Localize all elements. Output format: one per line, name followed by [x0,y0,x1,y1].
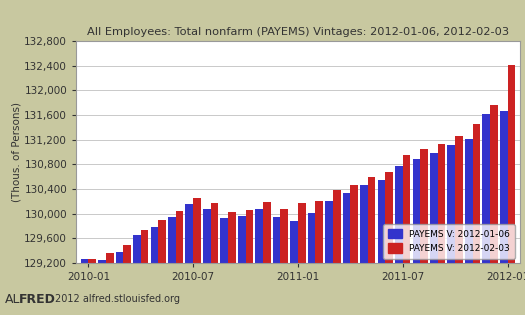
Bar [430,153,438,315]
Bar [482,114,490,315]
Bar [413,159,420,315]
Bar [500,111,508,315]
Bar [447,145,455,315]
Bar [133,235,141,315]
Bar [325,201,333,315]
Bar [185,204,193,315]
Bar [368,177,375,315]
Bar [106,253,113,315]
Bar [455,136,463,315]
Bar [211,203,218,315]
Bar [385,172,393,315]
Bar [508,65,515,315]
Bar [333,190,341,315]
Bar [298,203,306,315]
Bar [246,209,253,315]
Bar [290,221,298,315]
Bar [472,124,480,315]
Bar [420,149,428,315]
Bar [220,218,228,315]
Bar [395,166,403,315]
Bar [81,259,88,315]
Bar [308,213,316,315]
Bar [280,209,288,315]
Bar [176,211,183,315]
Bar [116,252,123,315]
Bar [98,260,106,315]
Bar [377,180,385,315]
Bar [350,185,358,315]
Bar [490,105,498,315]
Bar [228,212,236,315]
Bar [158,220,166,315]
Text: 2012 alfred.stlouisfed.org: 2012 alfred.stlouisfed.org [55,294,180,304]
Bar [403,155,411,315]
Bar [465,139,472,315]
Bar [203,209,211,315]
Bar [123,245,131,315]
Bar [238,216,246,315]
Bar [438,144,445,315]
Bar [255,209,263,315]
Bar [193,198,201,315]
Bar [88,259,96,315]
Title: All Employees: Total nonfarm (PAYEMS) Vintages: 2012-01-06, 2012-02-03: All Employees: Total nonfarm (PAYEMS) Vi… [87,27,509,37]
Text: AL: AL [5,293,21,306]
Text: FRED: FRED [18,293,55,306]
Bar [151,226,158,315]
Bar [263,203,271,315]
Bar [360,185,368,315]
Bar [168,217,176,315]
Bar [273,217,280,315]
Bar [141,230,149,315]
Y-axis label: (Thous. of Persons): (Thous. of Persons) [12,102,22,202]
Bar [343,193,350,315]
Bar [316,201,323,315]
Legend: PAYEMS V: 2012-01-06, PAYEMS V: 2012-02-03: PAYEMS V: 2012-01-06, PAYEMS V: 2012-02-… [383,224,515,259]
